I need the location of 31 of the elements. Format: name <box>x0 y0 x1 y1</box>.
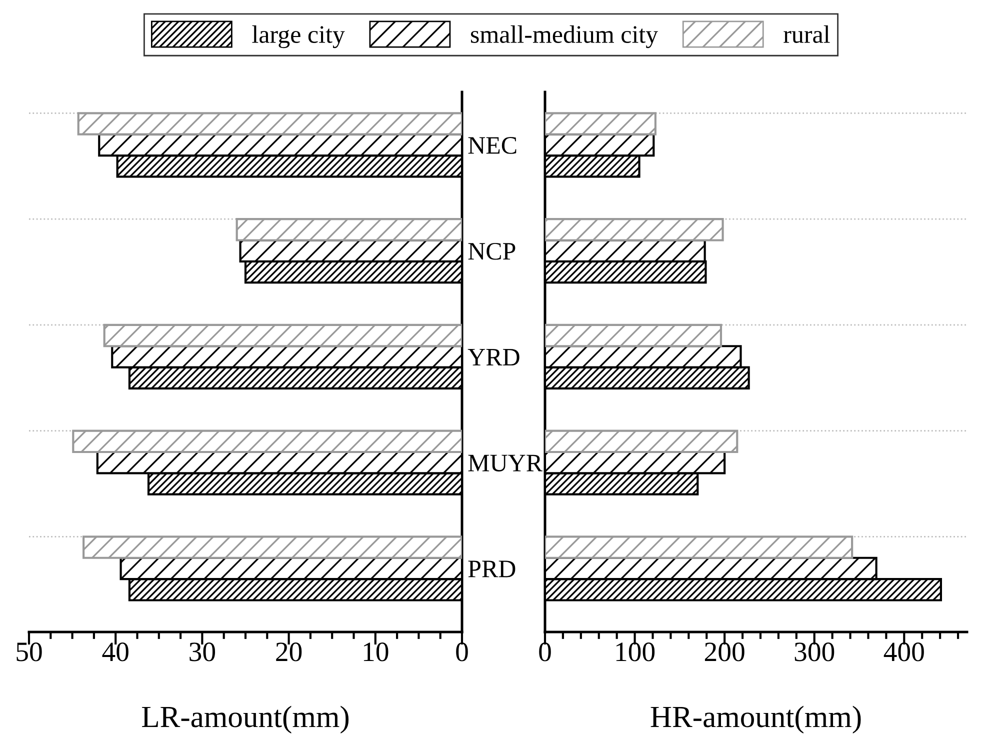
x-axis-title: HR-amount(mm) <box>650 706 861 734</box>
x-tick-label: 10 <box>364 642 388 662</box>
y-tick-label: MUYR <box>468 454 543 472</box>
bar <box>82 536 462 559</box>
legend-label: large city <box>252 25 345 48</box>
x-tick-label: 0 <box>456 642 468 662</box>
bar <box>236 218 462 242</box>
x-tick-label: 0 <box>539 642 551 662</box>
y-tick-label: YRD <box>468 349 520 366</box>
x-axis-title: LR-amount(mm) <box>142 706 349 734</box>
legend-label: rural <box>784 25 830 43</box>
x-tick-label: 30 <box>190 642 216 662</box>
x-tick-label: 300 <box>794 642 834 662</box>
y-tick-label: NEC <box>468 137 516 154</box>
bar <box>103 324 462 348</box>
y-tick-label: NCP <box>468 242 516 260</box>
bar <box>545 218 724 242</box>
x-tick-label: 400 <box>884 642 924 662</box>
legend-label: small-medium city <box>470 25 658 48</box>
bar <box>545 430 738 454</box>
bar <box>545 536 854 559</box>
x-tick-label: 20 <box>276 642 302 662</box>
bar <box>545 324 722 348</box>
bar <box>545 112 656 136</box>
x-tick-label: 50 <box>16 642 42 662</box>
x-tick-label: 40 <box>102 642 128 662</box>
y-tick-label: PRD <box>468 560 516 578</box>
x-tick-label: 200 <box>704 642 744 662</box>
x-tick-label: 100 <box>616 642 655 662</box>
bar <box>72 430 462 454</box>
bar <box>77 112 462 136</box>
